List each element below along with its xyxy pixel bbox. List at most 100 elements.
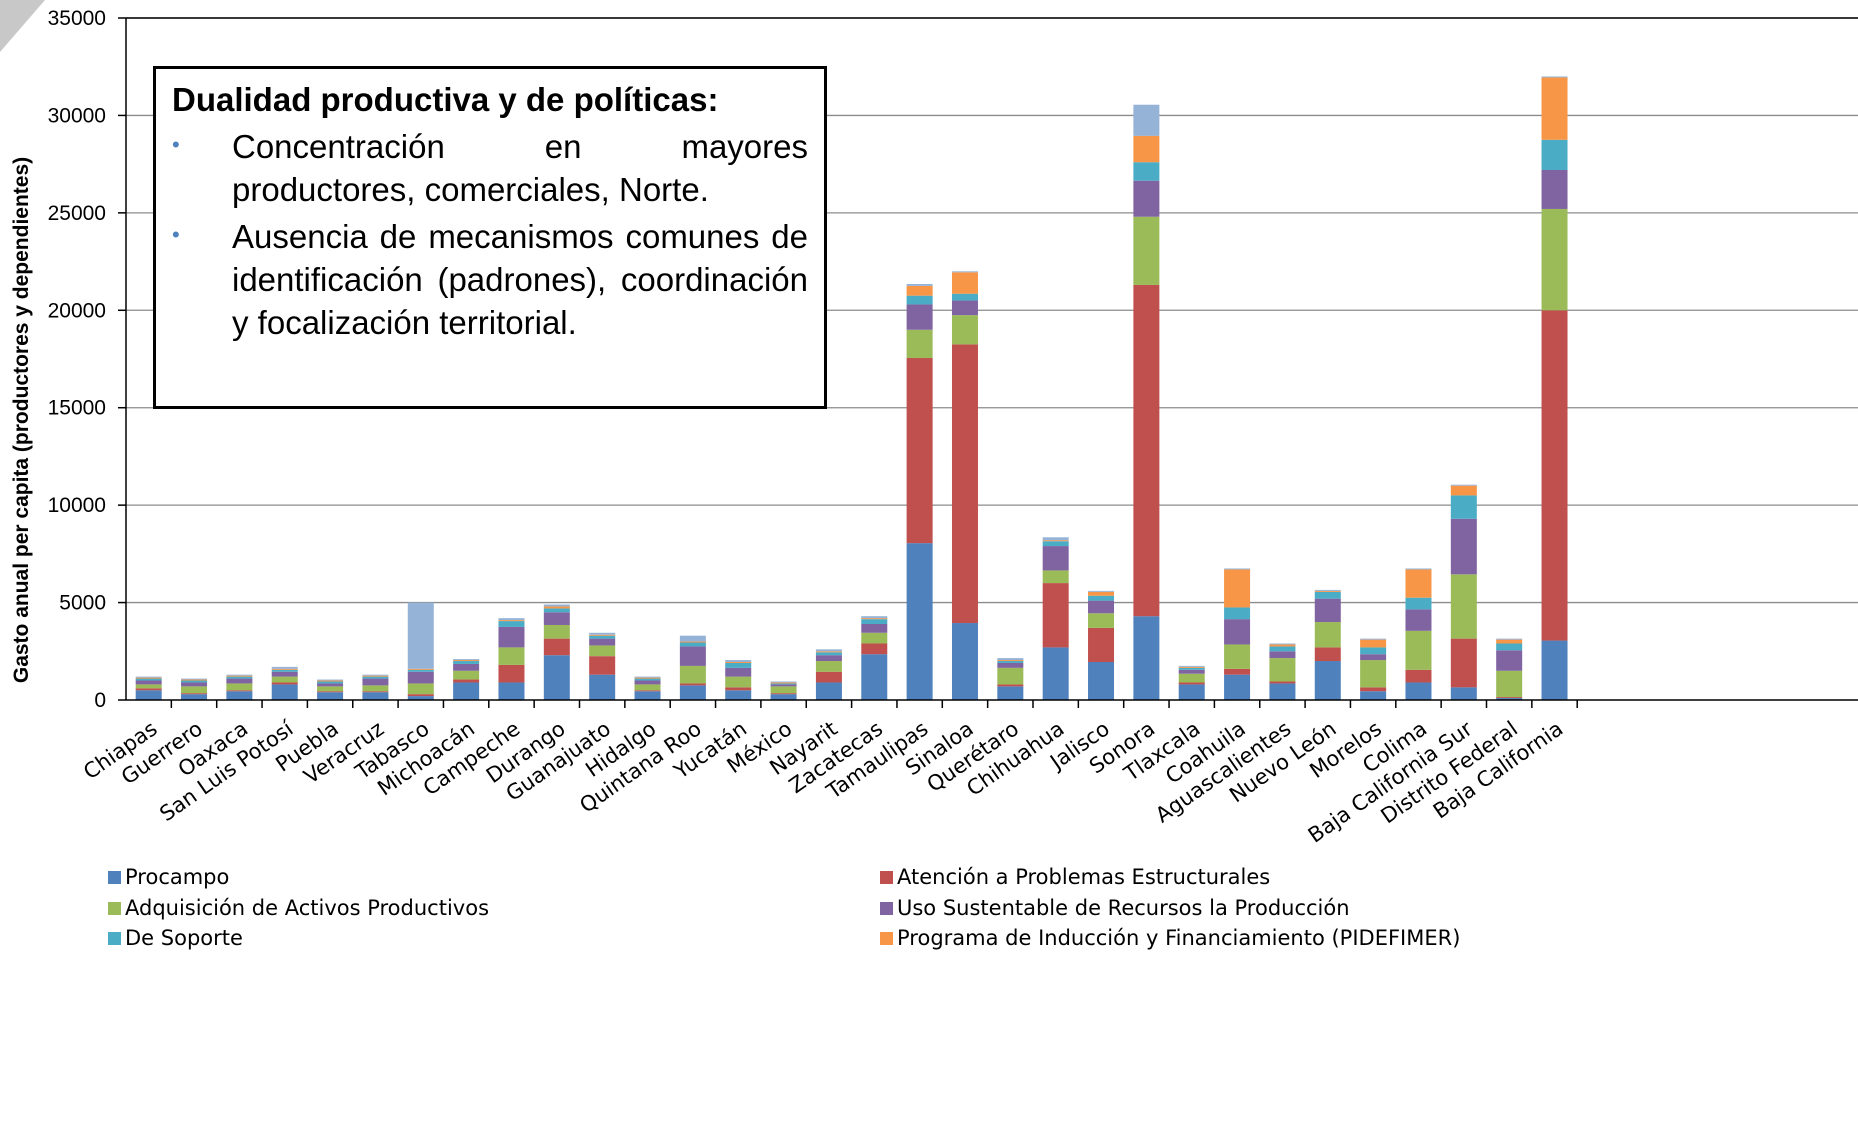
bar-segment — [815, 651, 842, 653]
bar-segment — [1405, 669, 1432, 683]
bar-segment — [453, 659, 480, 661]
bar-segment — [1178, 673, 1205, 683]
bar-segment — [543, 655, 570, 700]
bar-segment — [1541, 76, 1568, 78]
bar-segment — [906, 295, 933, 305]
bar-segment — [543, 612, 570, 625]
bar-segment — [1450, 485, 1477, 496]
bar-segment — [1496, 650, 1523, 671]
bar-segment — [906, 358, 933, 544]
bar-segment — [725, 662, 752, 668]
bar-segment — [770, 686, 797, 694]
bar-segment — [997, 684, 1024, 687]
bar-segment — [1314, 598, 1341, 623]
bar-segment — [1088, 595, 1115, 601]
bar-segment — [1541, 139, 1568, 170]
bar-segment — [1541, 77, 1568, 140]
bar-segment — [453, 670, 480, 680]
bar-segment — [1541, 310, 1568, 641]
bar-segment — [1224, 619, 1251, 645]
bar-segment — [634, 676, 661, 678]
bar-segment — [317, 691, 344, 693]
bar-segment — [181, 678, 208, 680]
callout-bullet-text: Ausencia de mecanismos comunes de identi… — [232, 218, 808, 341]
bar-segment — [634, 684, 661, 691]
y-tick-label: 10000 — [48, 494, 106, 517]
bar-segment — [317, 683, 344, 687]
bar-segment — [362, 685, 389, 692]
bar-segment — [1224, 568, 1251, 570]
bar-segment — [1450, 484, 1477, 486]
bar-segment — [770, 693, 797, 695]
bar-segment — [634, 678, 661, 681]
bar-segment — [906, 543, 933, 700]
bar-segment — [1541, 640, 1568, 700]
bar-segment — [317, 692, 344, 700]
bar-segment — [634, 680, 661, 685]
bar-segment — [226, 683, 253, 691]
bar-segment — [1496, 638, 1523, 640]
bar-segment — [1042, 546, 1069, 571]
bar-segment — [1042, 540, 1069, 542]
legend-label: Adquisición de Activos Productivos — [125, 896, 489, 920]
bar-segment — [951, 293, 978, 301]
bar-segment — [1178, 666, 1205, 668]
bar-segment — [634, 691, 661, 700]
bar-segment — [770, 694, 797, 700]
corner-decoration — [0, 0, 45, 52]
callout-box: Dualidad productiva y de políticas: • Con… — [153, 66, 827, 409]
bar-segment — [543, 638, 570, 656]
y-tick-label: 20000 — [48, 299, 106, 322]
bar-segment — [1269, 643, 1296, 645]
bar-segment — [226, 678, 253, 684]
bar-segment — [951, 623, 978, 700]
bar-segment — [589, 635, 616, 639]
bar-segment — [861, 616, 888, 619]
bar-segment — [135, 677, 162, 679]
bar-segment — [589, 656, 616, 675]
bar-segment — [498, 620, 525, 622]
bars — [135, 76, 1568, 700]
bar-segment — [997, 662, 1024, 668]
bar-segment — [362, 692, 389, 700]
bar-segment — [407, 668, 434, 670]
bar-segment — [1496, 698, 1523, 700]
bar-segment — [1269, 658, 1296, 682]
y-axis-label: Gasto anual per capita (productores y de… — [10, 157, 33, 683]
bar-segment — [1360, 647, 1387, 655]
bar-segment — [362, 674, 389, 676]
y-tick-label: 0 — [94, 689, 106, 712]
bar-segment — [589, 632, 616, 635]
bar-segment — [679, 642, 706, 647]
bar-segment — [861, 619, 888, 625]
bar-segment — [1269, 681, 1296, 684]
legend-label: Uso Sustentable de Recursos la Producció… — [897, 896, 1350, 920]
bar-segment — [861, 624, 888, 633]
callout-bullet-text: Concentración en mayores productores, co… — [232, 128, 808, 208]
bar-segment — [1224, 668, 1251, 675]
callout-bullet-list: • Concentración en mayores productores, c… — [172, 125, 808, 344]
legend-swatch — [880, 871, 893, 884]
bar-segment — [362, 691, 389, 693]
bar-segment — [1042, 570, 1069, 584]
bullet-icon: • — [172, 222, 180, 247]
bar-segment — [770, 684, 797, 687]
bar-segment — [1178, 684, 1205, 700]
bar-segment — [226, 691, 253, 700]
legend-label: De Soporte — [125, 926, 243, 950]
bar-segment — [1133, 104, 1160, 136]
bar-segment — [181, 679, 208, 681]
bar-segment — [181, 686, 208, 694]
callout-title: Dualidad productiva y de políticas: — [172, 81, 719, 118]
bar-segment — [815, 661, 842, 672]
bar-segment — [271, 676, 298, 683]
bar-segment — [679, 685, 706, 700]
bar-segment — [1088, 590, 1115, 592]
bar-segment — [362, 678, 389, 686]
bar-segment — [1360, 654, 1387, 661]
bar-segment — [1496, 639, 1523, 644]
bar-segment — [1450, 495, 1477, 519]
bar-segment — [1541, 208, 1568, 311]
bar-segment — [1360, 660, 1387, 688]
